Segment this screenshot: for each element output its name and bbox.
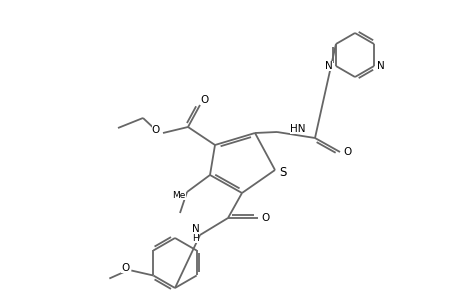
Text: O: O <box>343 147 351 157</box>
Text: O: O <box>151 125 160 135</box>
Text: N: N <box>192 224 200 234</box>
Text: O: O <box>261 213 269 223</box>
Text: HN: HN <box>290 124 305 134</box>
Text: N: N <box>376 61 384 71</box>
Text: O: O <box>121 263 129 274</box>
Text: O: O <box>201 95 209 105</box>
Text: H: H <box>192 235 199 244</box>
Text: Me: Me <box>172 190 185 200</box>
Text: S: S <box>279 167 286 179</box>
Text: N: N <box>325 61 332 71</box>
